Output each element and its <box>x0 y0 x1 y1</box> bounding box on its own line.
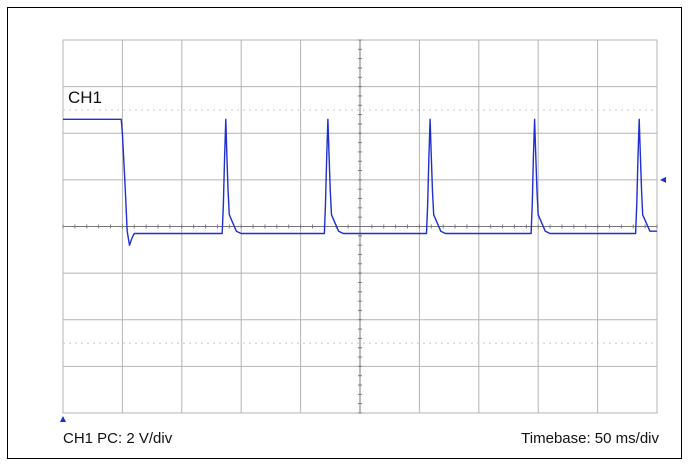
ch1-trace <box>63 118 657 246</box>
timebase-label: Timebase: 50 ms/div <box>521 430 659 447</box>
center-axes <box>62 39 658 414</box>
marker-layer <box>60 176 666 422</box>
trigger-time-marker <box>60 416 66 422</box>
scope-frame <box>7 7 682 459</box>
trace-layer <box>63 118 657 246</box>
channel-label: CH1 <box>68 88 103 107</box>
vertical-scale-label: CH1 PC: 2 V/div <box>63 430 173 447</box>
trigger-level-marker <box>660 176 666 183</box>
